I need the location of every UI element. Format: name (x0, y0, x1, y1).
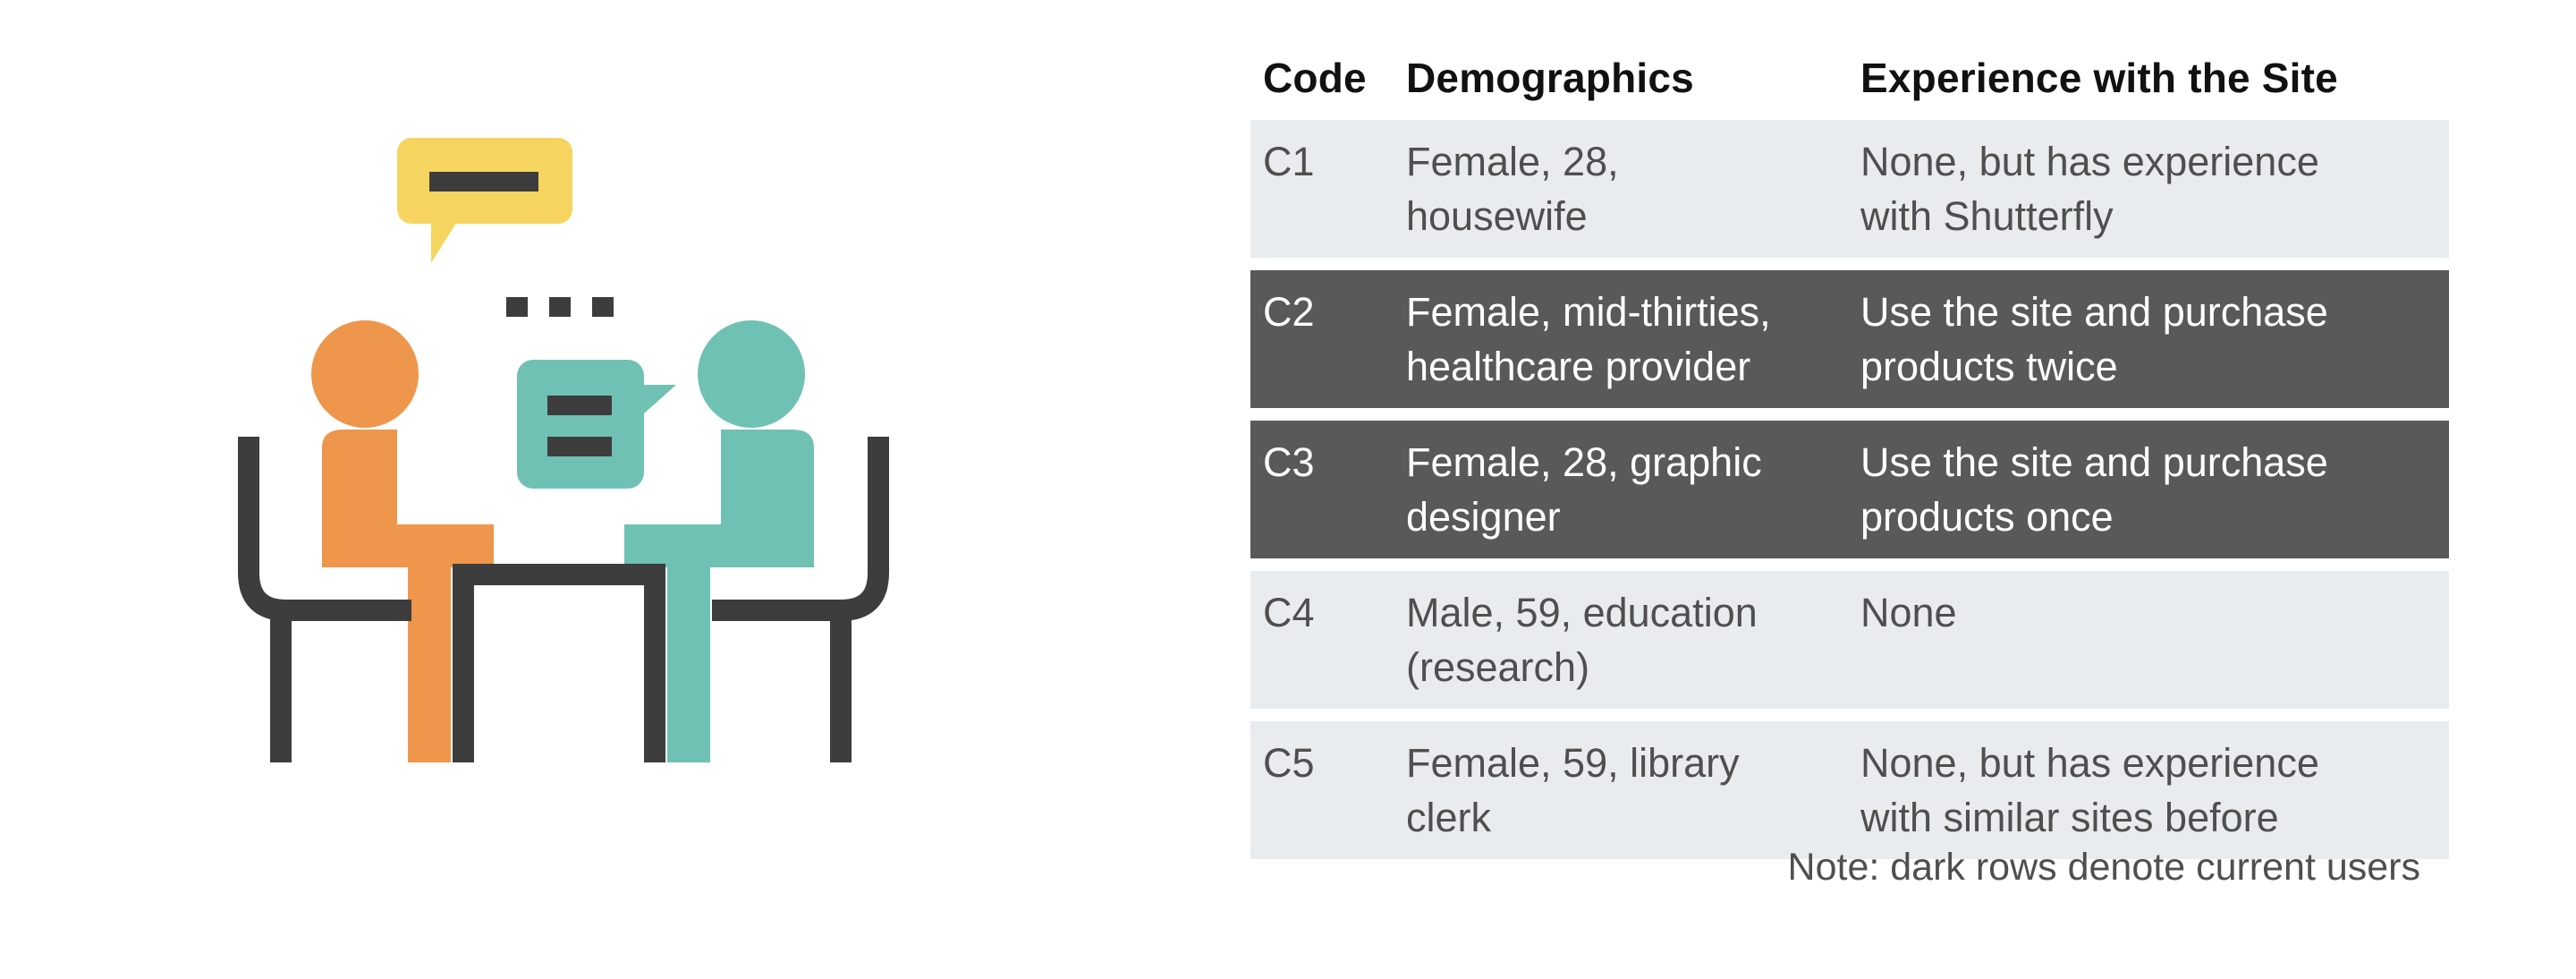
table-note: Note: dark rows denote current users (1787, 846, 2420, 889)
demographics-line: Female, 28, graphic (1406, 439, 1762, 485)
experience-line: with Shutterfly (1860, 193, 2114, 239)
experience-line: products twice (1860, 344, 2118, 389)
demographics-line: healthcare provider (1406, 344, 1751, 389)
row-demographics: Female, 28, housewife (1406, 134, 1860, 258)
experience-line: None, but has experience (1860, 139, 2319, 184)
row-experience: None, but has experience with Shutterfly (1860, 134, 2449, 258)
demographics-line: Male, 59, education (1406, 590, 1758, 635)
demographics-line: Female, mid-thirties, (1406, 289, 1771, 335)
table-icon (453, 564, 665, 762)
interview-illustration (224, 125, 903, 770)
participants-table: Code Demographics Experience with the Si… (1250, 36, 2449, 889)
experience-line: products once (1860, 494, 2114, 540)
row-code: C3 (1263, 439, 1315, 485)
row-demographics: Female, 28, graphic designer (1406, 435, 1860, 558)
demographics-line: designer (1406, 494, 1561, 540)
interview-meeting-illustration-icon (238, 138, 889, 762)
table-row-current-user: C2 Female, mid-thirties, healthcare prov… (1250, 270, 2449, 408)
demographics-line: clerk (1406, 795, 1492, 840)
experience-line: with similar sites before (1860, 795, 2279, 840)
demographics-line: Female, 59, library (1406, 740, 1740, 786)
row-demographics: Female, mid-thirties, healthcare provide… (1406, 285, 1860, 408)
demographics-line: Female, 28, (1406, 139, 1619, 184)
row-demographics: Female, 59, library clerk (1406, 736, 1860, 859)
chair-right-icon (712, 437, 889, 762)
experience-line: Use the site and purchase (1860, 289, 2328, 335)
header-experience: Experience with the Site (1860, 55, 2338, 101)
row-code: C4 (1263, 590, 1315, 635)
row-code: C5 (1263, 740, 1315, 786)
row-experience: Use the site and purchase products twice (1860, 285, 2449, 408)
row-demographics: Male, 59, education (research) (1406, 585, 1860, 709)
person-left-icon (311, 320, 494, 762)
table-header: Code Demographics Experience with the Si… (1250, 36, 2449, 120)
ellipsis-dots-icon (506, 297, 614, 317)
table-row: C1 Female, 28, housewife None, but has e… (1250, 120, 2449, 258)
experience-line: None (1860, 590, 1957, 635)
experience-line: Use the site and purchase (1860, 439, 2328, 485)
header-demographics: Demographics (1406, 55, 1694, 101)
table-row: C5 Female, 59, library clerk None, but h… (1250, 721, 2449, 859)
chair-left-icon (238, 437, 411, 762)
header-code: Code (1263, 55, 1367, 101)
row-experience: None, but has experience with similar si… (1860, 736, 2449, 859)
demographics-line: housewife (1406, 193, 1588, 239)
speech-bubble-yellow-icon (397, 138, 572, 263)
speech-bubble-teal-icon (517, 360, 676, 489)
row-experience: None (1860, 585, 2449, 709)
table-row: C4 Male, 59, education (research) None (1250, 571, 2449, 709)
experience-line: None, but has experience (1860, 740, 2319, 786)
row-code: C1 (1263, 139, 1315, 184)
demographics-line: (research) (1406, 644, 1590, 690)
row-code: C2 (1263, 289, 1315, 335)
person-right-icon (624, 320, 814, 762)
row-experience: Use the site and purchase products once (1860, 435, 2449, 558)
table-row-current-user: C3 Female, 28, graphic designer Use the … (1250, 421, 2449, 558)
